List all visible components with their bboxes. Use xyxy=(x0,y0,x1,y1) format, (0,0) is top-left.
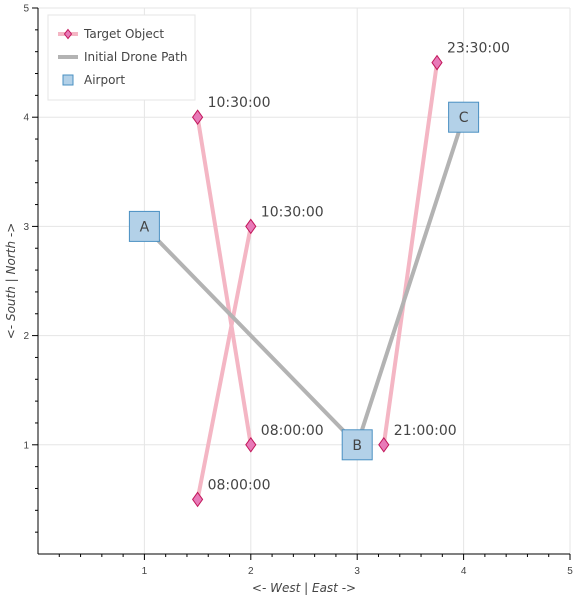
airport-marker xyxy=(128,210,160,242)
y-tick-label: 1 xyxy=(23,440,29,451)
airport-label: B xyxy=(352,438,362,454)
target-time-label: 23:30:00 xyxy=(447,41,510,57)
x-tick-label: 4 xyxy=(461,566,467,577)
axes-layer: <- West | East -> <- South | North -> 1 2… xyxy=(4,4,573,596)
y-tick-label: 4 xyxy=(23,113,29,124)
series-layer: A B C 10:30:00 08:00:00 10:30:00 08:00:00 21:00… xyxy=(128,41,510,508)
airport-marker xyxy=(448,101,480,133)
target-point xyxy=(378,436,390,453)
legend-airport-marker xyxy=(62,74,74,86)
target-point xyxy=(245,218,257,235)
airport-marker xyxy=(341,429,373,461)
target-time-label: 08:00:00 xyxy=(208,477,271,493)
target-time-label: 10:30:00 xyxy=(208,95,271,111)
x-axis-title: <- West | East -> xyxy=(252,581,356,595)
y-tick-label: 5 xyxy=(23,4,29,15)
x-tick-label: 1 xyxy=(142,566,148,577)
x-tick-label: 5 xyxy=(567,566,573,577)
x-tick-label: 3 xyxy=(354,566,360,577)
target-time-label: 21:00:00 xyxy=(394,423,457,439)
target-point xyxy=(191,109,204,126)
legend-target-marker xyxy=(63,28,73,40)
legend: Target Object Initial Drone Path Airport xyxy=(47,14,196,101)
x-tick-label: 2 xyxy=(248,566,254,577)
y-axis-title: <- South | North -> xyxy=(4,223,18,340)
target-track-line xyxy=(381,60,439,447)
legend-label-path: Initial Drone Path xyxy=(84,50,187,64)
y-tick-label: 2 xyxy=(23,331,29,342)
drone-path-line xyxy=(142,116,466,447)
target-point xyxy=(431,54,443,71)
target-point xyxy=(191,491,204,508)
target-track-line xyxy=(195,224,253,502)
airport-label: A xyxy=(140,219,150,235)
target-time-label: 10:30:00 xyxy=(261,204,324,220)
grid-layer xyxy=(38,7,571,554)
legend-label-airport: Airport xyxy=(84,73,125,87)
target-time-label: 08:00:00 xyxy=(261,423,324,439)
airport-label: C xyxy=(459,110,469,126)
legend-label-target: Target Object xyxy=(83,27,164,41)
target-track-line xyxy=(195,115,253,447)
target-point xyxy=(245,436,257,453)
y-tick-label: 3 xyxy=(23,222,29,233)
